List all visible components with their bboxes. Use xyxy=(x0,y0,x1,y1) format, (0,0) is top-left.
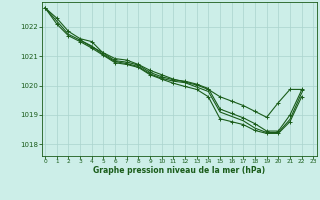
X-axis label: Graphe pression niveau de la mer (hPa): Graphe pression niveau de la mer (hPa) xyxy=(93,166,265,175)
